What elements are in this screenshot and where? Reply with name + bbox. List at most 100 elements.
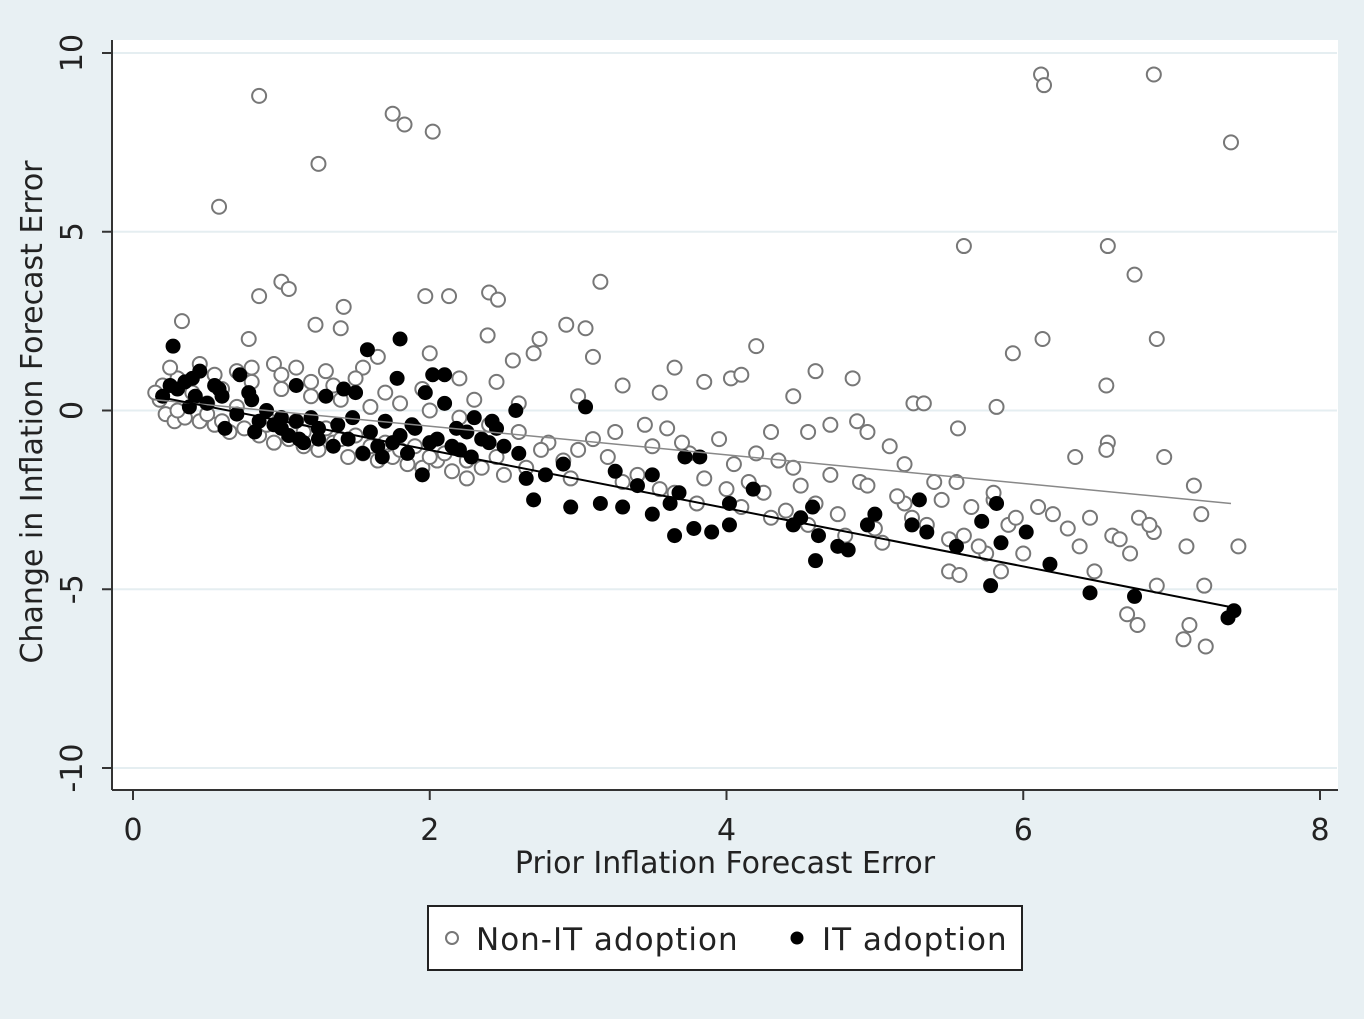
non-it-point	[335, 298, 352, 315]
non-it-point	[1145, 66, 1162, 83]
it-point	[644, 467, 660, 483]
it-point	[241, 385, 257, 401]
non-it-point	[748, 338, 765, 355]
it-point	[511, 445, 527, 461]
non-it-point	[829, 506, 846, 523]
non-it-point	[926, 474, 943, 490]
non-it-point	[948, 474, 965, 490]
non-it-point	[733, 366, 750, 383]
non-it-point	[666, 359, 683, 376]
it-point	[466, 410, 482, 426]
non-it-point	[488, 373, 505, 390]
non-it-point	[362, 398, 379, 415]
y-tick-label: -5	[55, 574, 90, 604]
y-tick-label: 5	[55, 222, 90, 241]
it-point	[392, 331, 408, 347]
non-it-point	[1059, 520, 1076, 537]
it-point	[686, 520, 702, 536]
x-tick-label: 4	[717, 813, 736, 848]
it-point	[422, 435, 438, 451]
y-tick-label: 0	[55, 401, 90, 420]
non-it-point	[1071, 538, 1088, 555]
it-point	[919, 524, 935, 540]
it-point	[721, 517, 737, 533]
non-it-point	[384, 105, 401, 122]
it-point	[677, 449, 693, 465]
y-axis-ticks: -10 -5 0 5 10	[55, 34, 112, 793]
it-point	[808, 553, 824, 569]
x-axis-ticks: 0 2 4 6 8	[123, 790, 1330, 848]
non-it-point	[243, 359, 260, 376]
non-it-point	[949, 420, 966, 437]
x-tick-label: 6	[1014, 813, 1033, 848]
non-it-point	[915, 395, 932, 412]
non-it-point	[377, 384, 394, 401]
non-it-point	[504, 352, 521, 369]
non-it-point	[1015, 545, 1032, 562]
it-point	[348, 385, 364, 401]
it-point	[437, 395, 453, 411]
non-it-point	[392, 395, 409, 412]
non-it-point	[417, 288, 434, 305]
non-it-point	[303, 373, 320, 390]
non-it-point	[1148, 331, 1165, 347]
it-point	[417, 385, 433, 401]
x-axis-title: Prior Inflation Forecast Error	[515, 846, 936, 881]
it-point	[273, 420, 289, 436]
non-it-point	[889, 488, 906, 505]
non-it-point	[369, 348, 386, 365]
non-it-point	[718, 481, 735, 498]
it-point	[355, 445, 371, 461]
non-it-point	[1141, 516, 1158, 533]
non-it-point	[970, 538, 987, 555]
non-it-point	[763, 423, 780, 440]
legend: Non-IT adoption IT adoption	[427, 905, 1023, 971]
non-it-point	[1197, 638, 1214, 655]
it-fit-line	[155, 395, 1232, 609]
non-it-point	[1175, 631, 1192, 648]
non-it-point	[859, 423, 876, 440]
non-it-point	[881, 438, 898, 455]
it-point	[859, 517, 875, 533]
non-it-point	[533, 441, 550, 458]
non-it-point	[725, 456, 742, 473]
non-it-point	[1193, 506, 1210, 523]
non-it-point	[490, 291, 507, 308]
non-it-point	[1044, 506, 1061, 523]
legend-box	[427, 905, 1023, 971]
it-point	[165, 338, 181, 354]
legend-label-non-it: Non-IT adoption	[476, 922, 739, 958]
it-point	[993, 535, 1009, 551]
non-it-point	[273, 366, 290, 383]
y-tick-label: 10	[55, 34, 90, 72]
it-point	[578, 399, 594, 415]
non-it-point	[421, 448, 438, 465]
non-it-point	[570, 388, 587, 405]
non-it-fit-line	[155, 399, 1232, 505]
it-point	[805, 499, 821, 515]
non-it-point	[280, 280, 297, 297]
non-it-point	[1111, 531, 1128, 548]
it-point	[437, 367, 453, 383]
non-it-point	[211, 198, 228, 215]
non-it-point	[1082, 509, 1099, 526]
x-tick-label: 8	[1310, 813, 1329, 848]
it-point	[537, 467, 553, 483]
it-point	[989, 495, 1005, 511]
it-point	[745, 481, 761, 497]
non-it-point	[951, 566, 968, 583]
non-it-point	[1122, 545, 1139, 562]
non-it-point	[495, 466, 512, 483]
it-point	[303, 410, 319, 426]
non-it-point	[273, 381, 290, 398]
non-it-point	[673, 434, 690, 451]
non-it-point	[265, 434, 282, 451]
non-it-point	[441, 288, 458, 305]
non-it-point	[1222, 134, 1239, 151]
it-point	[518, 470, 534, 486]
it-point	[325, 438, 341, 454]
non-it-point	[955, 238, 972, 255]
non-it-point	[251, 87, 268, 104]
